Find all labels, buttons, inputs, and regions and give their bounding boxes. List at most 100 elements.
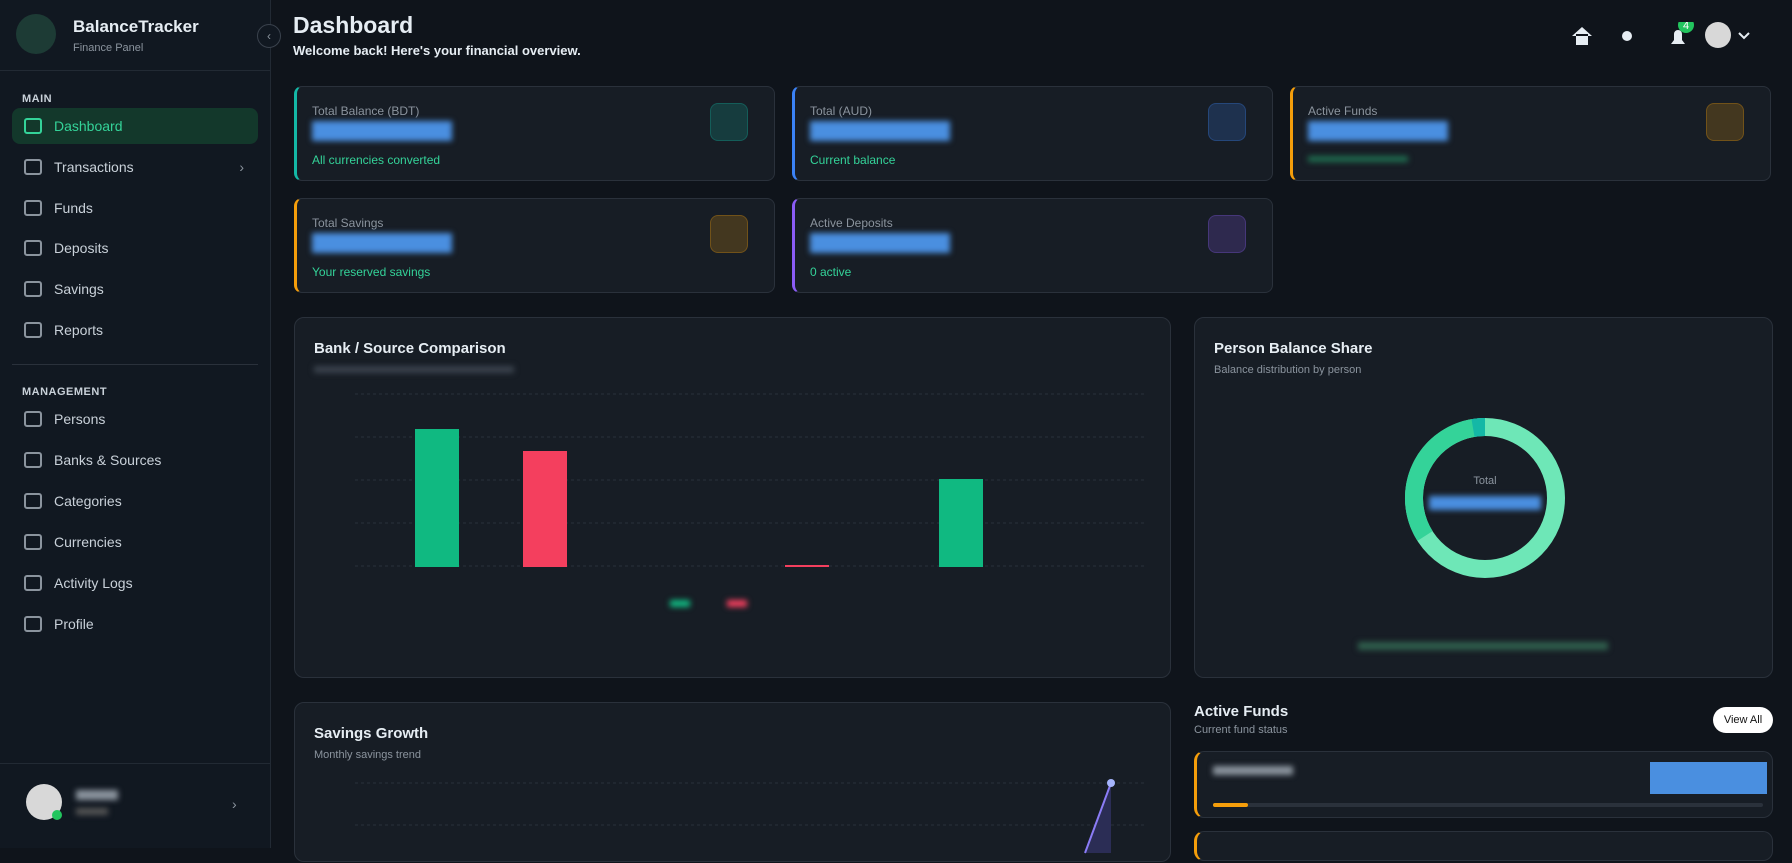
divider [12,364,258,365]
card-note: Current balance [810,153,896,167]
card-value [1308,121,1448,141]
avatar[interactable] [1705,22,1731,48]
panel-title: Bank / Source Comparison [314,340,506,357]
stat-card: Total (AUD) Current balance [792,86,1273,181]
donut-chart [1404,417,1565,578]
card-note: Your reserved savings [312,265,431,279]
nav-icon [24,534,42,550]
fund-name [1213,766,1293,775]
card-label: Total Balance (BDT) [312,104,420,118]
panel-title: Person Balance Share [1214,340,1373,357]
nav-label: Categories [54,493,122,509]
nav-label: Currencies [54,534,122,550]
stat-card: Active Deposits 0 active [792,198,1273,293]
panel-subtitle: Balance distribution by person [1214,364,1362,376]
nav-item[interactable]: Funds [12,190,258,226]
bar [785,565,829,567]
card-icon [1208,103,1246,141]
point [1107,779,1115,787]
nav-icon [24,493,42,509]
user-role [76,808,108,815]
card-value [810,233,950,253]
nav-icon [24,281,42,297]
chevron: › [232,796,237,812]
header-icons: 4 [1572,22,1750,48]
savings-panel: Savings Growth Monthly savings trend [294,702,1171,862]
nav-label: Transactions [54,159,134,175]
card-icon [1208,215,1246,253]
nav-label: Activity Logs [54,575,133,591]
nav-item[interactable]: Banks & Sources [12,442,258,478]
stat-card: Active Funds [1290,86,1771,181]
fund-card[interactable] [1194,831,1773,861]
line [1084,782,1112,854]
section-title: Active Funds [1194,703,1289,720]
nav-label: Funds [54,200,93,216]
card-label: Total Savings [312,216,384,230]
brand-subtitle: Finance Panel [73,42,144,54]
bar [523,451,567,567]
brand: BalanceTracker [73,17,199,36]
card-value [312,121,452,141]
nav-icon [24,452,42,468]
nav-icon [24,159,42,175]
card-note [1308,156,1408,162]
user-name [76,790,118,800]
card-note: 0 active [810,265,852,279]
bell-icon[interactable] [1671,30,1685,44]
bar [415,429,459,567]
view-all-button[interactable]: View All [1713,707,1773,733]
nav-item[interactable]: Transactions › [12,149,258,185]
nav-icon [24,240,42,256]
bar-chart [355,393,1145,567]
card-label: Active Deposits [810,216,893,230]
nav-item[interactable]: Reports [12,312,258,348]
legend [727,600,747,607]
donut-segment [1404,418,1486,541]
nav-item[interactable]: Categories [12,483,258,519]
nav-icon [24,616,42,632]
comparison-panel: Bank / Source Comparison [294,317,1171,678]
progress-fill [1213,803,1248,807]
card-value [810,121,950,141]
section-subtitle: Current fund status [1194,724,1288,736]
chevron: › [239,159,244,175]
stat-card: Total Savings Your reserved savings [294,198,775,293]
grid [355,393,1145,567]
nav-item[interactable]: Dashboard [12,108,258,144]
donut-center-label: Total [1473,475,1497,487]
card-note: All currencies converted [312,153,441,167]
nav-label: Reports [54,322,104,338]
nav-icon [24,322,42,338]
nav-label: Profile [54,616,94,632]
nav-item[interactable]: Deposits [12,230,258,266]
nav-item[interactable]: Activity Logs [12,565,258,601]
card-icon [710,103,748,141]
nav-icon [24,411,42,427]
share-panel: Person Balance Share Balance distributio… [1194,317,1773,678]
nav-item[interactable]: Savings [12,271,258,307]
panel-title: Savings Growth [314,725,429,742]
section-label: MANAGEMENT [22,386,108,398]
sidebar: BalanceTracker Finance Panel ‹ › MAIN Das… [0,0,281,848]
line-chart [355,779,1145,854]
logo [16,14,56,54]
nav-label: Persons [54,411,106,427]
badge-count: 4 [1683,22,1689,32]
nav-item[interactable]: Profile [12,606,258,642]
card-icon [1706,103,1744,141]
dropdown-icon[interactable] [1738,32,1750,40]
nav-item[interactable]: Currencies [12,524,258,560]
nav-icon [24,575,42,591]
fund-card[interactable] [1194,751,1773,818]
collapse-button[interactable]: ‹ [257,24,281,48]
bar [939,479,983,567]
badge [1678,22,1694,33]
nav-label: Savings [54,281,104,297]
page-subtitle: Welcome back! Here's your financial over… [293,43,581,58]
home-icon[interactable] [1572,27,1592,45]
nav-item[interactable]: Persons [12,401,258,437]
divider [0,763,270,764]
theme-icon[interactable] [1622,31,1632,41]
